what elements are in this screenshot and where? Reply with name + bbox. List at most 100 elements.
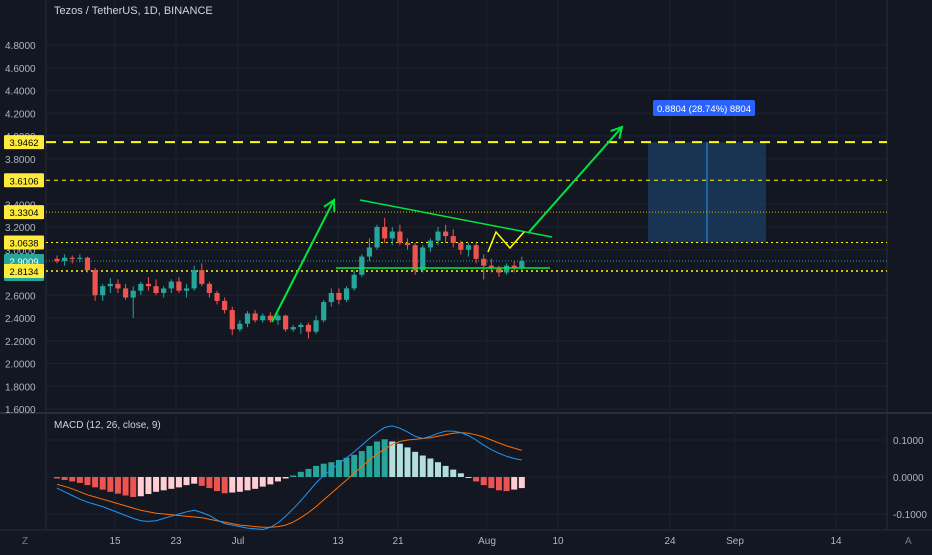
candle-body [343,288,350,300]
time-tick-label: 21 [392,536,404,547]
macd-histogram-bar [130,477,137,497]
price-axis[interactable]: 4.80004.60004.40004.20004.00003.80003.40… [5,41,36,416]
candle-body [229,310,235,330]
triangle-upper-line[interactable] [359,199,553,238]
candle-body [435,231,441,241]
price-tick-label: 4.4000 [5,87,36,98]
candle-body [404,242,411,246]
macd-tick-label: 0.1000 [893,436,924,447]
time-tick-label: 23 [170,536,182,547]
macd-histogram-bar [320,463,327,477]
macd-histogram-bar [297,471,304,477]
macd-histogram-bar [153,477,160,492]
macd-histogram-bar [236,477,243,492]
projection-zigzag[interactable] [487,230,525,253]
candle-body [145,283,152,287]
candle-body [77,257,83,259]
macd-tick-label: -0.1000 [893,510,927,521]
time-axis[interactable]: 15 23 Jul 13 21 Aug 10 24 Sep 14 [109,536,842,547]
macd-axis[interactable]: 0.1000 0.0000 -0.1000 [893,436,927,521]
candle-body [107,283,113,287]
position-label[interactable]: 0.8804 (28.74%) 8804 [657,104,751,115]
candle-body [427,240,433,248]
arrow-up-1[interactable] [271,199,335,323]
candle-body [298,324,304,328]
macd-histogram-bar [473,477,480,482]
price-label-2: 3.3304 [9,208,38,219]
time-tick-label: 14 [830,536,842,547]
macd-histogram-bar [183,477,190,486]
macd-histogram-bar [175,477,182,488]
candle-body [69,257,75,259]
price-tick-label: 4.2000 [5,109,36,120]
right-corner-letter[interactable]: A [905,536,912,547]
trend-drawings[interactable] [271,125,624,323]
candle-body [488,265,494,268]
candle-body [206,283,212,293]
candle-body [374,227,380,248]
price-label-3: 3.0638 [9,238,38,249]
candle-body [283,315,289,330]
candle-body [443,231,449,237]
macd-title[interactable]: MACD (12, 26, close, 9) [54,420,161,431]
candle-body [412,245,418,271]
left-corner-letter[interactable]: Z [22,536,28,547]
candle-body [115,283,121,289]
candle-body [62,257,68,262]
symbol-title[interactable]: Tezos / TetherUS, 1D, BINANCE [54,5,213,17]
macd-histogram-bar [419,455,426,477]
macd-histogram-bar [396,443,403,477]
time-tick-label: 15 [109,536,121,547]
macd-histogram-bar [465,477,472,478]
macd-histogram-bar [69,477,76,482]
macd-histogram-bar [442,465,449,477]
macd-line [56,425,522,531]
macd-histogram-bar [313,465,320,477]
macd-histogram-bar [274,477,281,482]
time-tick-label: 13 [332,536,344,547]
candle-body [503,265,510,273]
macd-histogram-bar [84,477,91,486]
arrow-up-2[interactable] [528,126,623,233]
macd-histogram-bar [122,477,129,496]
candle-body [511,265,517,268]
macd-histogram-bar [495,477,502,491]
candle-body [382,227,388,239]
price-labels: 3.94623.61063.33043.06382.900907:50:542.… [4,135,44,282]
candle-body [359,256,365,275]
price-tick-label: 2.0000 [5,360,36,371]
macd-histogram-bar [366,445,373,477]
candle-body [397,231,403,243]
macd-histogram-bar [191,477,198,484]
candle-body [313,320,319,332]
candle-body [290,327,296,330]
candle-body [84,257,91,271]
macd-histogram-bar [221,477,228,494]
price-label-bg [4,235,44,250]
price-tick-label: 4.8000 [5,41,36,52]
candle-body [168,281,174,289]
candle-body [450,236,456,243]
macd-histogram-bar [511,477,518,490]
macd-histogram-bar [252,477,259,489]
candle-body [54,258,60,262]
macd-histogram-bar [480,477,487,486]
candle-body [275,315,281,321]
candle-body [336,292,342,300]
macd-histogram-bar [389,441,396,477]
price-label-bg [4,173,44,188]
time-tick-label: 24 [664,536,676,547]
macd-histogram-bar [488,477,495,489]
macd-histogram-bar [198,477,205,486]
price-tick-label: 3.8000 [5,155,36,166]
macd-histogram-bar [404,447,411,477]
macd-histogram-bar [335,459,342,477]
horizontal-levels[interactable] [46,141,887,272]
macd-histogram-bar [343,457,350,477]
candle-body [92,270,98,296]
candle-body [481,258,487,266]
macd-histogram-bar [290,475,297,477]
long-position-tool[interactable]: 0.8804 (28.74%) 8804 [648,100,766,243]
